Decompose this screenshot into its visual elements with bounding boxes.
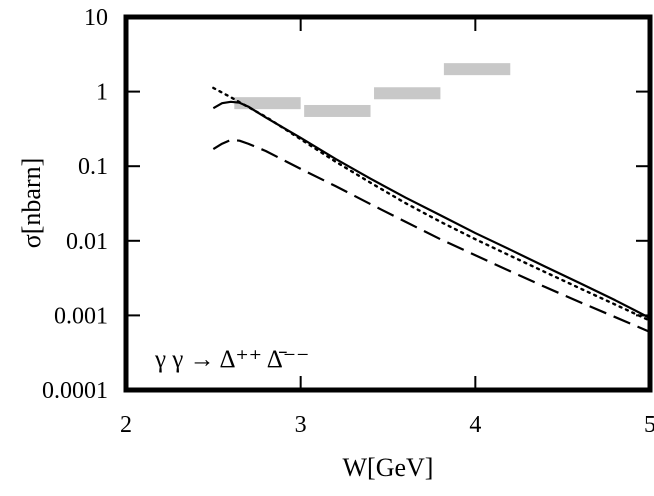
data-band-3 (443, 63, 511, 76)
y-tick-label: 0.001 (54, 303, 108, 329)
y-tick-labels: 0.0001 0.001 0.01 0.1 1 10 (42, 5, 108, 404)
x-tick-label: 4 (469, 412, 481, 438)
y-axis-title: σ[nbarn] (17, 158, 46, 249)
data-band-2 (374, 87, 441, 100)
y-tick-label: 0.01 (66, 229, 108, 255)
x-tick-labels: 2 3 4 5 (120, 412, 654, 438)
y-tick-label: 0.0001 (42, 378, 108, 404)
data-band-1 (304, 104, 371, 117)
series-dashed-line (212, 138, 651, 333)
y-tick-label: 0.1 (78, 154, 108, 180)
y-tick-label: 10 (84, 5, 108, 31)
data-bands (234, 63, 511, 117)
series-dotted-line (212, 86, 652, 322)
plot-frame (123, 14, 653, 393)
x-tick-label: 2 (120, 412, 132, 438)
x-axis-title: W[GeV] (343, 453, 434, 482)
series-curves (212, 86, 652, 333)
reaction-annotation: γ γ → Δ⁺⁺ Δ̄⁻⁻ (154, 346, 309, 373)
x-tick-label: 5 (644, 412, 654, 438)
series-solid-line (212, 100, 651, 320)
axis-ticks (126, 17, 650, 390)
x-tick-label: 3 (295, 412, 307, 438)
data-band-0 (234, 97, 301, 110)
y-tick-label: 1 (96, 80, 108, 106)
